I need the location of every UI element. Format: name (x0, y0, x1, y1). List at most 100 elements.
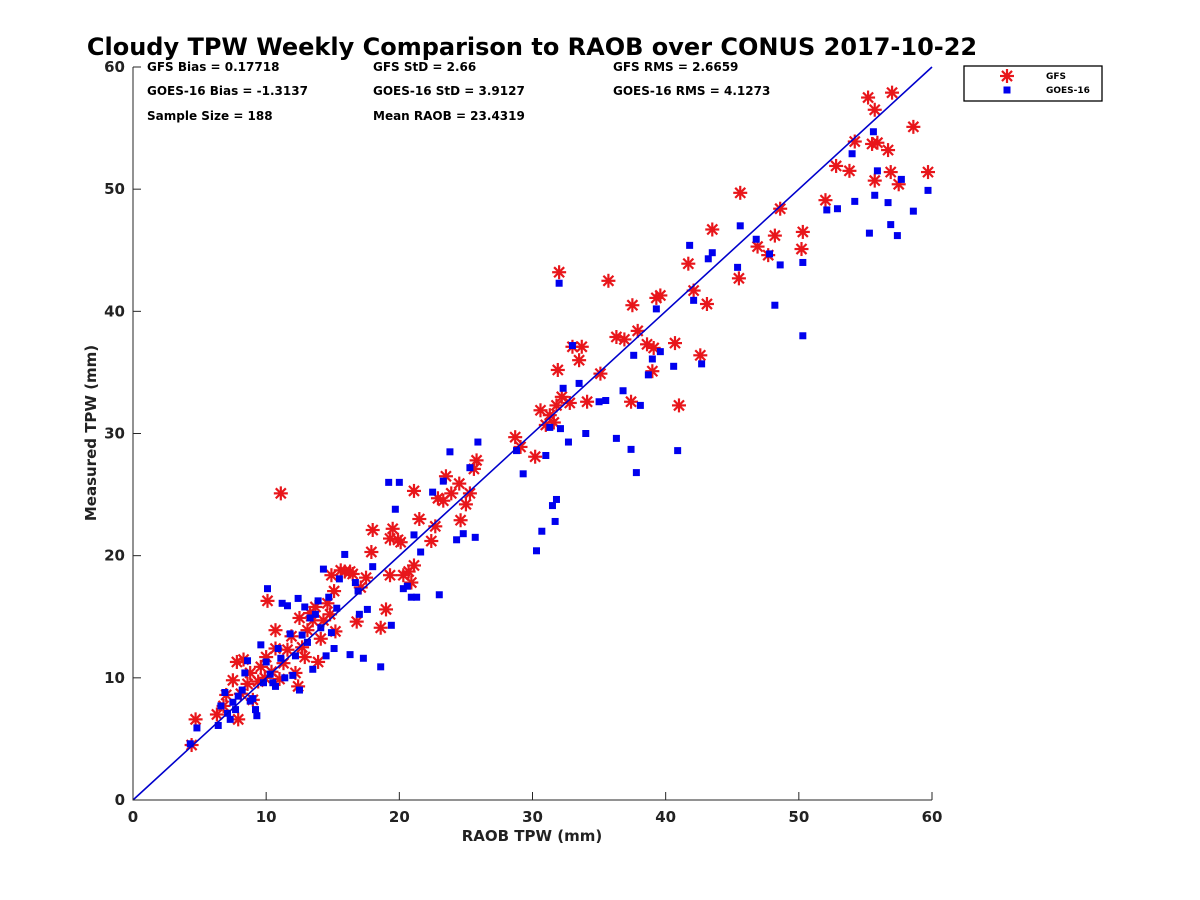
x-tick-label: 20 (389, 808, 410, 826)
goes16-point (644, 371, 652, 379)
goes16-point (698, 360, 706, 368)
gfs-point (444, 486, 459, 501)
goes16-point (330, 645, 338, 653)
goes16-point (439, 477, 447, 485)
gfs-point (552, 265, 567, 280)
gfs-point (624, 394, 639, 409)
goes16-point (252, 706, 260, 714)
goes16-point (363, 605, 371, 613)
goes16-point (232, 706, 240, 714)
gfs-point (870, 135, 885, 150)
goes16-point (359, 654, 367, 662)
goes16-point (632, 469, 640, 477)
gfs-point (574, 339, 589, 354)
y-tick-label: 40 (104, 302, 125, 320)
gfs-point (885, 85, 900, 100)
gfs-point (260, 593, 275, 608)
goes16-point (575, 379, 583, 387)
goes16-point (542, 451, 550, 459)
x-tick-label: 10 (256, 808, 277, 826)
legend-gfs-marker (1000, 69, 1014, 83)
goes16-point (298, 631, 306, 639)
gfs-point (767, 228, 782, 243)
gfs-point (705, 222, 720, 237)
gfs-series (184, 85, 936, 753)
statistics-block: GFS Bias = 0.17718 GFS StD = 2.66 GFS RM… (147, 60, 770, 123)
gfs-point (593, 366, 608, 381)
goes16-point (619, 387, 627, 395)
goes16-point (286, 630, 294, 638)
goes16-point (226, 715, 234, 723)
goes16-point (548, 502, 556, 510)
goes16-point (636, 401, 644, 409)
gfs-point (554, 389, 569, 404)
stat-mean-raob: Mean RAOB = 23.4319 (373, 109, 525, 123)
goes16-point (799, 332, 807, 340)
gfs-point (617, 332, 632, 347)
goes16-point (229, 698, 237, 706)
goes16-point (263, 585, 271, 593)
gfs-point (462, 486, 477, 501)
gfs-point (867, 173, 882, 188)
legend: GFS GOES-16 (963, 65, 1103, 102)
goes16-point (301, 603, 309, 611)
goes16-point (238, 686, 246, 694)
stat-sample-size: Sample Size = 188 (147, 109, 273, 123)
gfs-point (268, 623, 283, 638)
y-axis-ticks: 0 10 20 30 40 50 60 (104, 58, 141, 809)
gfs-point (453, 513, 468, 528)
goes16-point (595, 398, 603, 406)
gfs-point (653, 288, 668, 303)
goes16-point (399, 585, 407, 593)
goes16-point (417, 548, 425, 556)
goes16-point (704, 255, 712, 263)
gfs-point (528, 449, 543, 464)
goes16-point (429, 488, 437, 496)
gfs-point (188, 712, 203, 727)
goes16-point (833, 205, 841, 213)
gfs-point (881, 143, 896, 158)
goes16-point (283, 602, 291, 610)
gfs-point (795, 224, 810, 239)
gfs-point (209, 707, 224, 722)
gfs-point (424, 534, 439, 549)
goes16-point (277, 654, 285, 662)
gfs-point (393, 535, 408, 550)
y-tick-label: 0 (115, 791, 125, 809)
goes16-point (278, 599, 286, 607)
gfs-point (273, 486, 288, 501)
goes16-point (221, 688, 229, 696)
goes16-point (244, 657, 252, 665)
gfs-point (458, 497, 473, 512)
chart-title: Cloudy TPW Weekly Comparison to RAOB ove… (87, 33, 977, 61)
goes16-point (335, 575, 343, 583)
goes16-point (186, 740, 194, 748)
goes16-point (670, 362, 678, 370)
gfs-point (364, 545, 379, 560)
gfs-point (225, 673, 240, 688)
gfs-point (773, 201, 788, 216)
gfs-point (379, 602, 394, 617)
gfs-point (667, 336, 682, 351)
x-tick-label: 50 (788, 808, 809, 826)
x-axis-label: RAOB TPW (mm) (462, 827, 603, 845)
gfs-point (580, 394, 595, 409)
goes16-point (736, 222, 744, 230)
goes16-point (552, 495, 560, 503)
goes16-point (582, 430, 590, 437)
gfs-point (313, 631, 328, 646)
goes16-point (893, 232, 901, 240)
gfs-point (867, 102, 882, 117)
goes16-point (410, 531, 418, 539)
gfs-point (345, 566, 360, 581)
stat-goes-std: GOES-16 StD = 3.9127 (373, 84, 525, 98)
gfs-point (861, 90, 876, 105)
gfs-point (731, 271, 746, 286)
goes16-point (435, 591, 443, 599)
gfs-point (311, 654, 326, 669)
gfs-point (842, 163, 857, 178)
goes16-point (385, 478, 393, 486)
goes16-point (869, 128, 877, 136)
gfs-point (292, 610, 307, 625)
